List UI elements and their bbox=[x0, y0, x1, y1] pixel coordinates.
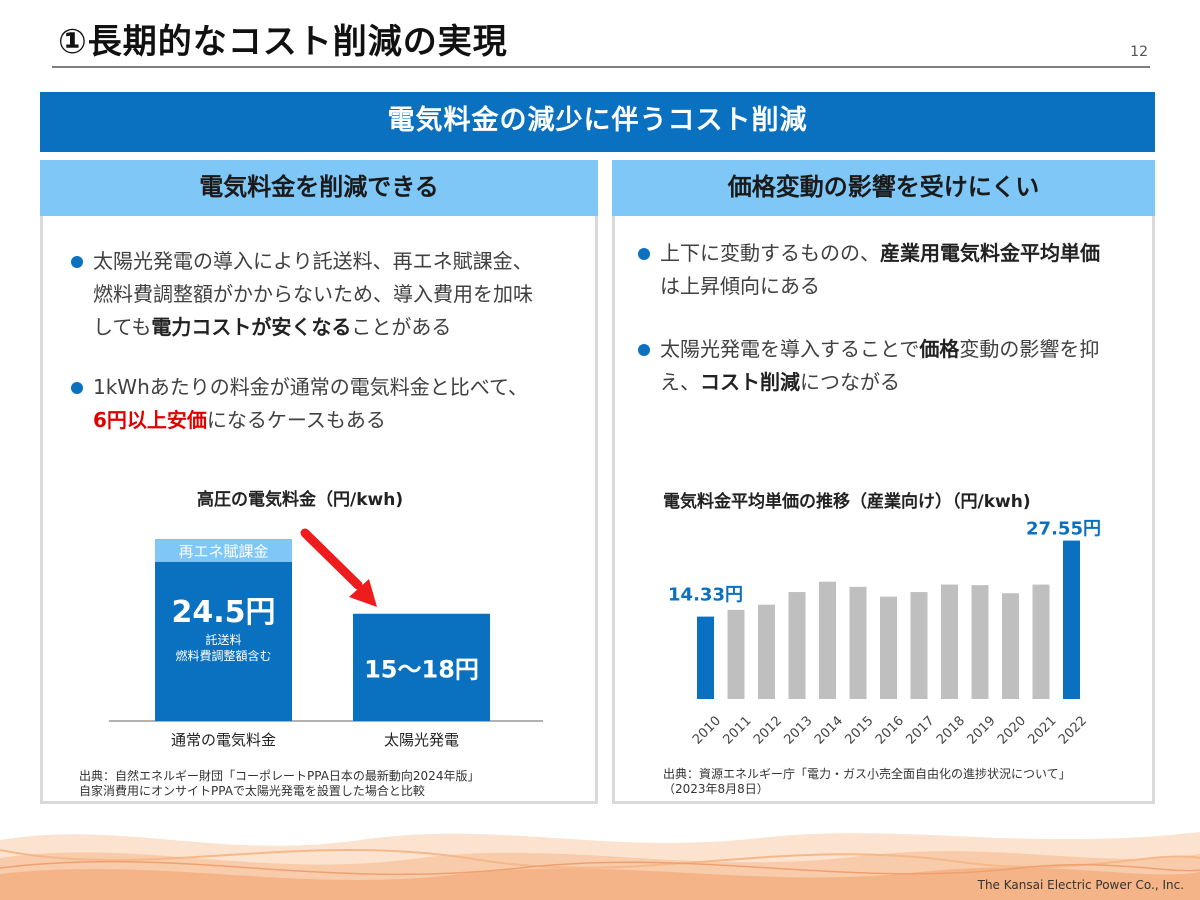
x-tick-label: 2011 bbox=[721, 714, 755, 748]
x-tick-label: 2022 bbox=[1056, 714, 1090, 748]
arrow-head-icon bbox=[349, 579, 377, 607]
bar-2011 bbox=[727, 609, 745, 699]
bullet-dot-icon bbox=[71, 382, 83, 394]
left-chart-title: 高圧の電気料金（円/kwh) bbox=[197, 490, 404, 510]
left-source-line2: 自家消費用にオンサイトPPAで太陽光発電を設置した場合と比較 bbox=[79, 784, 425, 798]
section-banner: 電気料金の減少に伴うコスト削減 bbox=[40, 92, 1155, 152]
emphasis-text: 電力コストが安くなる bbox=[151, 315, 352, 339]
left-bullet-2: 1kWhあたりの料金が通常の電気料金と比べて、 6円以上安価になるケースもある bbox=[71, 371, 583, 437]
bullet-dot-icon bbox=[638, 248, 650, 260]
right-bullet-1-line2: は上昇傾向にある bbox=[660, 274, 820, 298]
text: 変動の影響を抑 bbox=[959, 337, 1100, 361]
bar-2021 bbox=[1032, 584, 1050, 699]
text: になるケースもある bbox=[206, 408, 386, 432]
left-bullet-1: 太陽光発電の導入により託送料、再エネ賦課金、 燃料費調整額がかからないため、導入… bbox=[71, 245, 583, 344]
data-label-last: 27.55円 bbox=[1026, 519, 1101, 540]
segment-label: 再エネ賦課金 bbox=[178, 542, 268, 560]
data-sublabel: 託送料 bbox=[205, 632, 241, 647]
bar-2020 bbox=[1002, 593, 1019, 699]
x-tick-label: 2018 bbox=[934, 714, 968, 748]
right-bullet-1: 上下に変動するものの、産業用電気料金平均単価 は上昇傾向にある bbox=[638, 237, 1145, 303]
highlight-text: 6円以上安価 bbox=[93, 408, 207, 432]
left-bullet-2-line2: 6円以上安価になるケースもある bbox=[93, 404, 583, 437]
page-title: ①長期的なコスト削減の実現 bbox=[58, 22, 508, 62]
right-bullet-2-line1: 太陽光発電を導入することで価格変動の影響を抑 bbox=[660, 333, 1145, 366]
x-tick-label: 2017 bbox=[904, 714, 938, 748]
bullet-dot-icon bbox=[638, 344, 650, 356]
left-panel: 電気料金を削減できる 太陽光発電の導入により託送料、再エネ賦課金、 燃料費調整額… bbox=[40, 160, 598, 804]
emphasis-text: コスト削減 bbox=[700, 370, 800, 394]
wave-decoration bbox=[0, 832, 1200, 900]
right-bullet-1-line1: 上下に変動するものの、産業用電気料金平均単価 bbox=[660, 237, 1145, 270]
right-panel-heading: 価格変動の影響を受けにくい bbox=[612, 160, 1155, 216]
bar-2012 bbox=[758, 604, 775, 699]
data-label-first: 14.33円 bbox=[668, 585, 743, 606]
bar-1 bbox=[155, 561, 292, 721]
text: しても bbox=[93, 315, 152, 339]
data-label: 24.5円 bbox=[171, 595, 275, 630]
text: につながる bbox=[800, 370, 900, 394]
left-panel-heading: 電気料金を削減できる bbox=[40, 160, 598, 216]
text: ことがある bbox=[351, 315, 452, 339]
bar-2014 bbox=[819, 581, 836, 699]
bullet-dot-icon bbox=[71, 256, 83, 268]
title-divider bbox=[52, 66, 1150, 68]
left-bullet-1-line1: 太陽光発電の導入により託送料、再エネ賦課金、 bbox=[93, 249, 533, 273]
x-tick-label: 2020 bbox=[995, 714, 1029, 748]
bar-segment-renewable-levy bbox=[155, 539, 292, 562]
x-tick-label: 2014 bbox=[812, 714, 846, 748]
right-source-line2: （2023年8月8日） bbox=[663, 782, 769, 796]
bar-2016 bbox=[880, 596, 897, 699]
left-bullet-1-line3: しても電力コストが安くなることがある bbox=[93, 311, 583, 344]
x-tick-label: 2013 bbox=[782, 714, 816, 748]
text: え、 bbox=[660, 370, 700, 394]
right-bullet-2: 太陽光発電を導入することで価格変動の影響を抑 え、コスト削減につながる bbox=[638, 333, 1145, 399]
right-panel: 価格変動の影響を受けにくい 上下に変動するものの、産業用電気料金平均単価 は上昇… bbox=[612, 160, 1155, 804]
bar-2019 bbox=[971, 585, 989, 699]
page-number: 12 bbox=[1130, 44, 1148, 60]
company-name: The Kansai Electric Power Co., Inc. bbox=[977, 878, 1184, 892]
left-bullet-1-line2: 燃料費調整額がかからないため、導入費用を加味 bbox=[93, 282, 533, 306]
category-label: 通常の電気料金 bbox=[171, 731, 276, 749]
left-bullet-2-line1: 1kWhあたりの料金が通常の電気料金と比べて、 bbox=[93, 375, 528, 399]
x-tick-label: 2019 bbox=[965, 714, 999, 748]
right-chart-title: 電気料金平均単価の推移（産業向け）（円/kwh) bbox=[663, 492, 1031, 512]
bar-2013 bbox=[788, 592, 806, 699]
price-trend-chart: 2010201120122013201420152016201720182019… bbox=[668, 519, 1101, 748]
data-label: 15〜18円 bbox=[364, 655, 479, 683]
x-tick-label: 2010 bbox=[690, 714, 724, 748]
category-label: 太陽光発電 bbox=[384, 731, 459, 749]
bar-2022 bbox=[1063, 540, 1080, 699]
left-source-line1: 出典：自然エネルギー財団「コーポレートPPA日本の最新動向2024年版」 bbox=[79, 769, 480, 783]
bar-2010 bbox=[697, 616, 714, 699]
text: 上下に変動するものの、 bbox=[660, 241, 880, 265]
bar-2018 bbox=[941, 584, 958, 699]
x-tick-label: 2015 bbox=[843, 714, 877, 748]
emphasis-text: 産業用電気料金平均単価 bbox=[880, 241, 1100, 265]
x-tick-label: 2021 bbox=[1026, 714, 1060, 748]
right-bullet-2-line2: え、コスト削減につながる bbox=[660, 366, 1145, 399]
emphasis-text: 価格 bbox=[919, 337, 960, 361]
right-source-line1: 出典：資源エネルギー庁「電力・ガス小売全面自由化の進捗状況について」 bbox=[663, 767, 1071, 781]
text: 太陽光発電を導入することで bbox=[660, 337, 920, 361]
x-tick-label: 2016 bbox=[873, 714, 907, 748]
bar-2015 bbox=[849, 586, 867, 699]
data-sublabel: 燃料費調整額含む bbox=[175, 648, 271, 663]
arrow-icon bbox=[300, 528, 363, 590]
bar-2 bbox=[353, 613, 490, 721]
bar-2017 bbox=[910, 592, 928, 699]
x-tick-label: 2012 bbox=[751, 714, 785, 748]
